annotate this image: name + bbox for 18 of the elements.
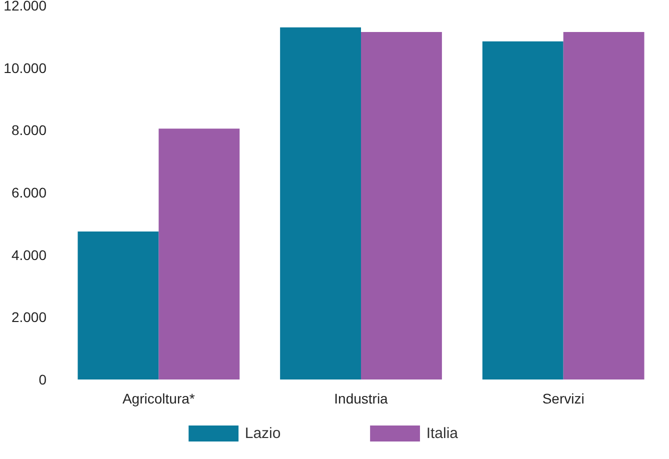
legend-label: Lazio — [244, 425, 281, 442]
y-tick-label: 12.000 — [4, 0, 47, 14]
legend-label: Italia — [426, 425, 459, 442]
y-tick-label: 2.000 — [11, 309, 47, 326]
bar — [361, 32, 442, 380]
y-tick-label: 10.000 — [4, 60, 47, 76]
x-tick-label: Industria — [334, 390, 388, 406]
bar — [280, 27, 361, 380]
bar — [482, 41, 564, 380]
y-tick-label: 0 — [38, 372, 47, 388]
y-tick-label: 8.000 — [11, 122, 47, 138]
bar — [563, 32, 644, 380]
bar — [78, 231, 159, 380]
y-tick-label: 6.000 — [11, 184, 47, 200]
bar — [158, 128, 240, 380]
x-tick-label: Agricoltura* — [122, 390, 196, 406]
y-tick-label: 4.000 — [11, 246, 47, 263]
x-tick-label: Servizi — [542, 390, 584, 406]
